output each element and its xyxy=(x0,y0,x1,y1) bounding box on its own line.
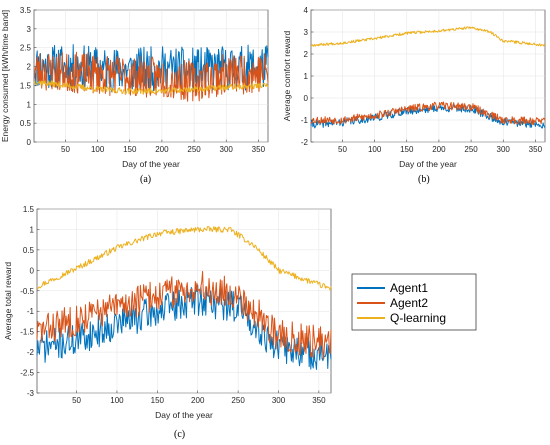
legend-label-qlearning: Q-learning xyxy=(390,311,446,325)
y-tick-label: 0.5 xyxy=(20,119,32,128)
chart-panel-a: 50 100 150 200 250 300 350 0 0.5 1 1.5 2 2.5 3 3.5 Day… xyxy=(0,6,269,185)
x-tick-label: 50 xyxy=(61,145,70,154)
y-tick-label: 1 xyxy=(30,225,35,234)
chart-panel-c: 50 100 150 200 250 300 350 -3 -2.5 -2 -1.5 -1 -0.5 0 0… xyxy=(3,205,332,440)
y-tick-label: 0 xyxy=(304,94,309,103)
y-tick-label: -2 xyxy=(301,138,309,147)
legend-label-agent2: Agent2 xyxy=(390,296,428,310)
y-tick-label: -1.5 xyxy=(20,328,34,337)
xlabel-c: Day of the year xyxy=(155,410,213,420)
series-a xyxy=(33,44,269,102)
x-tick-label: 50 xyxy=(338,145,347,154)
y-tick-label: 3 xyxy=(27,25,32,34)
ticks-c: 50 100 150 200 250 300 350 -3 -2.5 -2 -1.5 -1 -0.5 0 0… xyxy=(20,205,326,405)
x-tick-label: 200 xyxy=(191,396,205,405)
y-tick-label: 0 xyxy=(30,266,35,275)
y-tick-label: 1 xyxy=(27,100,32,109)
x-tick-label: 250 xyxy=(464,145,478,154)
plot-area-c xyxy=(36,208,332,394)
y-tick-label: 0.5 xyxy=(23,246,35,255)
series-line-agent1 xyxy=(36,284,332,370)
y-tick-label: 3.5 xyxy=(20,6,32,15)
series-line-agent2 xyxy=(36,270,332,360)
xlabel-a: Day of the year xyxy=(122,159,180,169)
y-tick-label: -3 xyxy=(27,389,35,398)
ylabel-a: Energy consumed [kWh/time band] xyxy=(0,10,10,142)
y-tick-label: -0.5 xyxy=(20,287,34,296)
x-tick-label: 50 xyxy=(72,396,81,405)
series-line-q-learning xyxy=(310,26,546,47)
ylabel-b: Average comfort reward xyxy=(282,30,292,121)
grid-b xyxy=(311,9,545,143)
x-tick-label: 350 xyxy=(312,396,326,405)
y-tick-label: -1 xyxy=(301,116,309,125)
x-tick-label: 150 xyxy=(151,396,165,405)
series-line-agent2 xyxy=(33,51,269,102)
x-tick-label: 250 xyxy=(231,396,245,405)
y-tick-label: 1.5 xyxy=(23,205,35,214)
x-tick-label: 150 xyxy=(400,145,414,154)
x-tick-label: 200 xyxy=(155,145,169,154)
xlabel-b: Day of the year xyxy=(399,159,457,169)
y-tick-label: 3 xyxy=(304,28,309,37)
ticks-a: 50 100 150 200 250 300 350 0 0.5 1 1.5 2 2.5 3 3.5 xyxy=(20,6,266,154)
series-b xyxy=(310,26,546,129)
caption-b: (b) xyxy=(418,174,430,185)
series-c xyxy=(36,226,332,370)
y-tick-label: -1 xyxy=(27,307,35,316)
y-tick-label: -2.5 xyxy=(20,369,34,378)
caption-c: (c) xyxy=(174,429,185,440)
x-tick-label: 100 xyxy=(91,145,105,154)
series-line-agent1 xyxy=(33,44,269,93)
y-tick-label: 1 xyxy=(304,72,309,81)
y-tick-label: 1.5 xyxy=(20,81,32,90)
x-tick-label: 100 xyxy=(110,396,124,405)
ticks-b: 50 100 150 200 250 300 350 -2 -1 0 1 2 3 4 xyxy=(301,6,543,154)
chart-panel-b: 50 100 150 200 250 300 350 -2 -1 0 1 2 3 4 Day of the… xyxy=(282,6,546,185)
caption-a: (a) xyxy=(140,174,151,185)
y-tick-label: 0 xyxy=(27,138,32,147)
series-line-agent2 xyxy=(310,101,546,126)
x-tick-label: 150 xyxy=(123,145,137,154)
series-line-q-learning xyxy=(36,226,332,291)
legend-label-agent1: Agent1 xyxy=(390,281,428,295)
x-tick-label: 350 xyxy=(252,145,266,154)
x-tick-label: 300 xyxy=(497,145,511,154)
legend: Agent1 Agent2 Q-learning xyxy=(351,273,477,331)
x-tick-label: 300 xyxy=(220,145,234,154)
y-tick-label: 2.5 xyxy=(20,44,32,53)
x-tick-label: 250 xyxy=(187,145,201,154)
x-tick-label: 350 xyxy=(529,145,543,154)
y-tick-label: 2 xyxy=(27,63,32,72)
x-tick-label: 300 xyxy=(272,396,286,405)
y-tick-label: -2 xyxy=(27,348,35,357)
y-tick-label: 4 xyxy=(304,6,309,15)
y-tick-label: 2 xyxy=(304,50,309,59)
x-tick-label: 100 xyxy=(368,145,382,154)
ylabel-c: Average total reward xyxy=(3,262,13,341)
series-line-q-learning xyxy=(33,80,269,95)
x-tick-label: 200 xyxy=(432,145,446,154)
